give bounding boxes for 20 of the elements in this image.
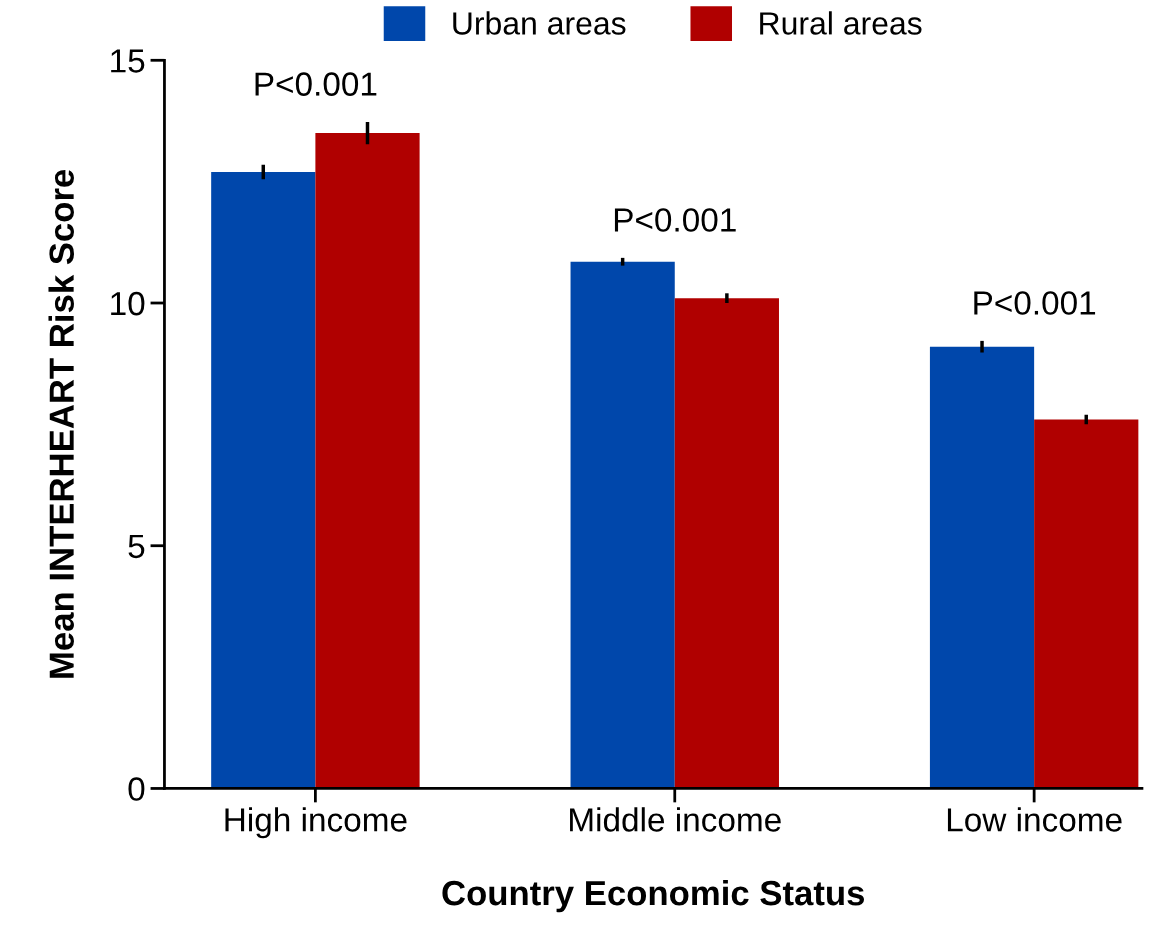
annotation: P<0.001 [255,72,377,96]
x-axis-title: Country Economic Status [442,879,864,913]
y-tick-label: 10 [111,291,145,316]
x-tick-label: Middle income [570,807,781,832]
bar [1034,419,1139,789]
x-tick-label: Low income [947,807,1122,832]
bar [674,298,779,789]
y-tick-label: 5 [128,534,145,559]
bar [211,171,316,789]
bar [315,133,420,789]
x-tick-label: High income [225,807,407,839]
legend-label: Urban areas [453,11,626,35]
annotation: P<0.001 [614,208,736,232]
bar [929,346,1035,789]
legend-label: Rural areas [760,11,922,35]
annotation: P<0.001 [974,291,1096,315]
bar [570,261,675,789]
y-tick-label: 15 [111,49,145,73]
y-tick-label: 0 [128,777,145,801]
y-axis-title: Mean INTERHEART Risk Score [48,169,74,678]
